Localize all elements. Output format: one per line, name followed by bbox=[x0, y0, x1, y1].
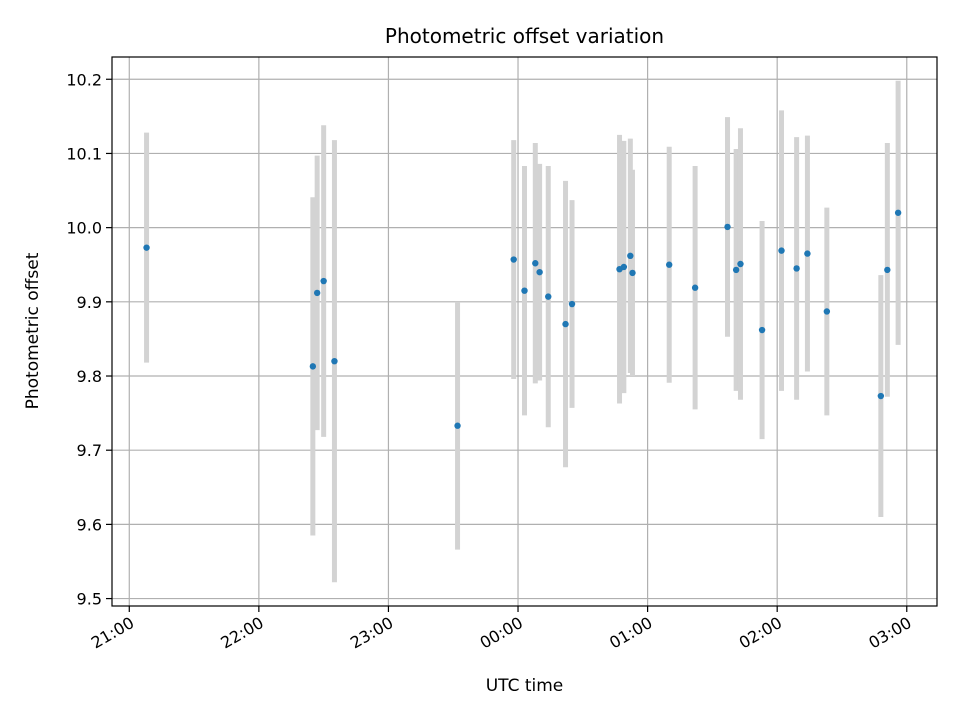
x-tick-label: 22:00 bbox=[217, 613, 266, 653]
x-tick-label: 23:00 bbox=[347, 613, 396, 653]
data-point bbox=[331, 357, 338, 365]
plot-frame bbox=[111, 56, 938, 607]
y-tick-label: 9.6 bbox=[77, 515, 102, 534]
data-point bbox=[758, 326, 766, 334]
data-point bbox=[884, 266, 891, 274]
data-point bbox=[521, 287, 528, 294]
data-point bbox=[627, 252, 634, 260]
data-point bbox=[620, 263, 628, 271]
x-tick-label: 21:00 bbox=[88, 613, 137, 653]
data-point bbox=[724, 223, 731, 231]
y-tick-label: 9.8 bbox=[77, 367, 102, 386]
y-tick-label: 10.2 bbox=[66, 70, 102, 89]
data-points bbox=[143, 209, 902, 429]
y-tick-label: 10.1 bbox=[66, 144, 102, 163]
chart-title: Photometric offset variation bbox=[385, 24, 664, 48]
x-tick-label: 03:00 bbox=[865, 613, 914, 653]
y-tick-label: 9.5 bbox=[77, 590, 102, 609]
y-tick-label: 9.7 bbox=[77, 441, 102, 460]
data-point bbox=[568, 300, 576, 308]
data-point bbox=[691, 284, 699, 291]
data-point bbox=[894, 209, 902, 216]
x-axis-ticks: 21:00 22:00 23:00 00:00 01:00 02:00 03:00 bbox=[88, 606, 915, 653]
data-point bbox=[793, 265, 800, 272]
y-axis-label: Photometric offset bbox=[23, 252, 43, 409]
data-point bbox=[536, 268, 543, 276]
y-axis-ticks: 9.5 9.6 9.7 9.8 9.9 10.0 10.1 10.2 bbox=[66, 70, 112, 609]
data-point bbox=[320, 277, 327, 285]
data-point bbox=[778, 247, 785, 254]
data-point bbox=[545, 293, 552, 300]
x-tick-label: 00:00 bbox=[477, 613, 526, 653]
data-point bbox=[877, 392, 885, 400]
data-point bbox=[629, 269, 636, 277]
y-tick-label: 9.9 bbox=[77, 293, 102, 312]
data-point bbox=[532, 260, 539, 267]
data-point bbox=[562, 320, 569, 328]
data-point bbox=[143, 244, 150, 251]
data-point bbox=[313, 289, 321, 297]
data-point bbox=[732, 266, 740, 274]
y-tick-label: 10.0 bbox=[66, 219, 102, 238]
data-point bbox=[823, 308, 831, 315]
data-point bbox=[804, 250, 811, 257]
data-point bbox=[737, 260, 744, 268]
x-axis-label: UTC time bbox=[486, 676, 564, 696]
data-point bbox=[309, 363, 317, 370]
x-tick-label: 01:00 bbox=[606, 613, 655, 653]
data-point bbox=[665, 261, 673, 268]
data-point bbox=[454, 422, 461, 429]
x-gridlines bbox=[128, 57, 908, 606]
data-point bbox=[510, 256, 517, 263]
x-tick-label: 02:00 bbox=[736, 613, 785, 653]
